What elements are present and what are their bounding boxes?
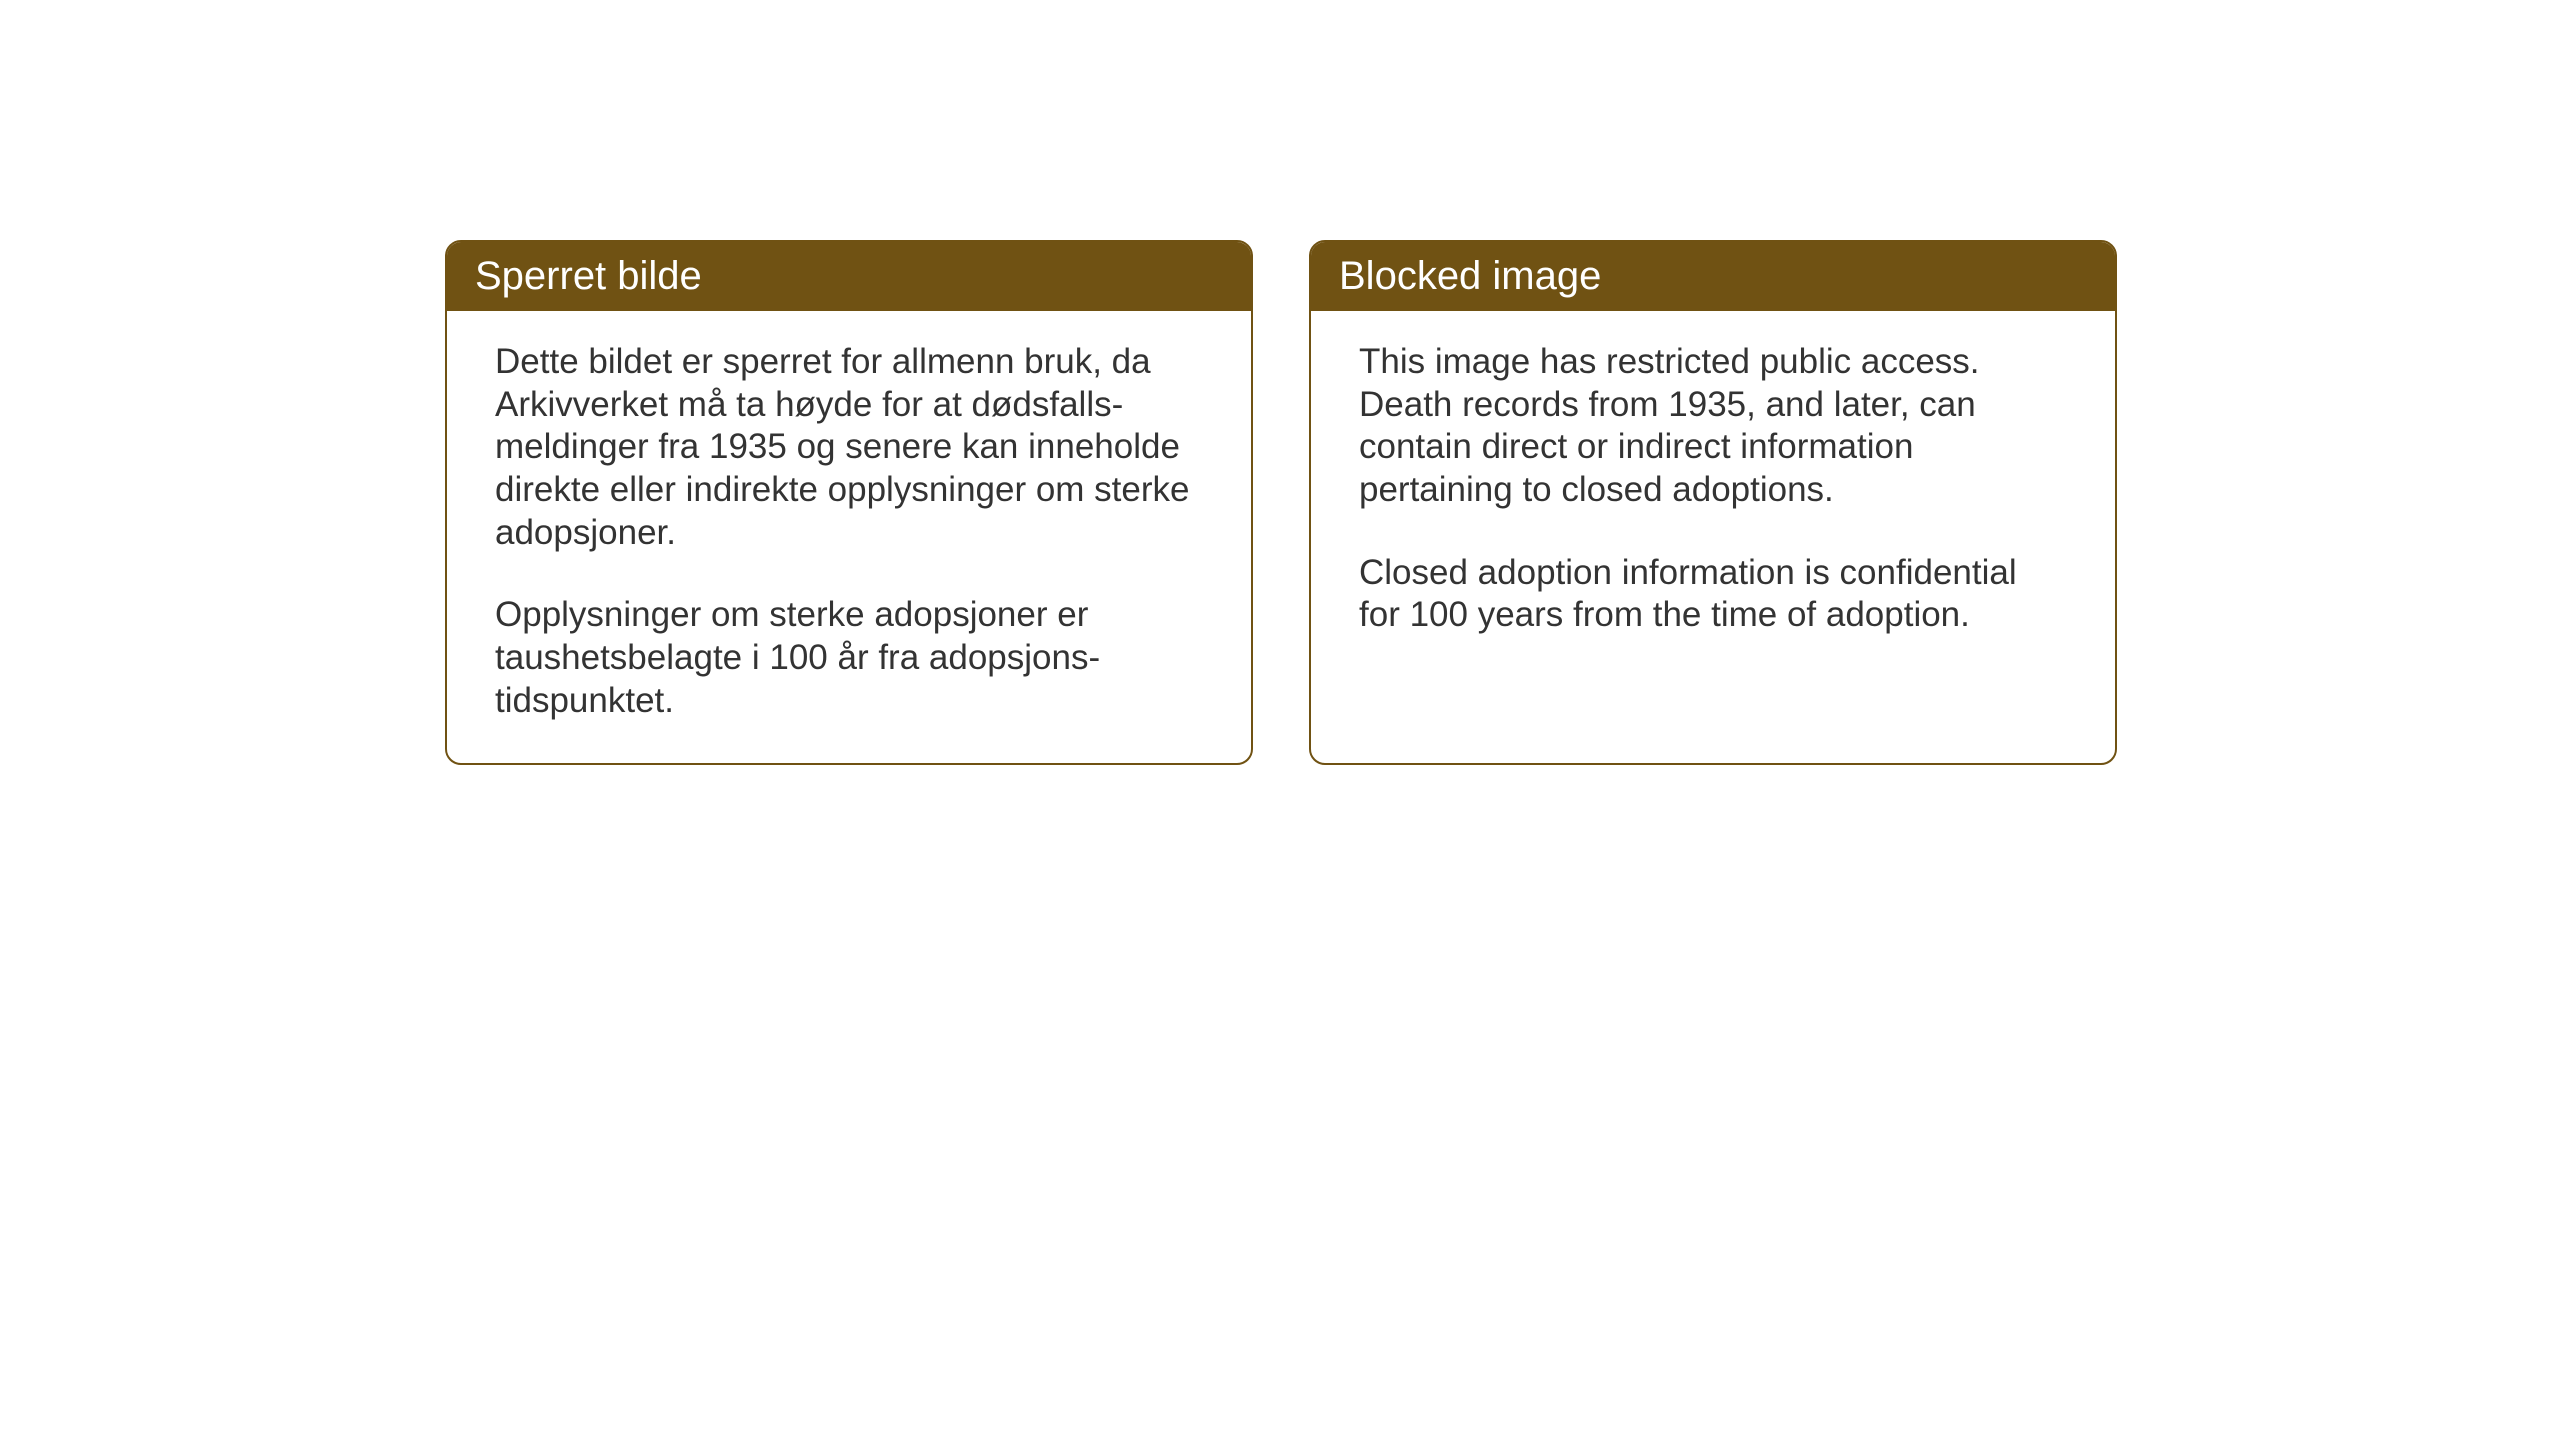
english-card-body: This image has restricted public access.…: [1311, 311, 2115, 677]
norwegian-card-title: Sperret bilde: [475, 254, 702, 298]
english-card-header: Blocked image: [1311, 242, 2115, 311]
english-card-title: Blocked image: [1339, 254, 1601, 298]
norwegian-card-header: Sperret bilde: [447, 242, 1251, 311]
norwegian-paragraph-2: Opplysninger om sterke adopsjoner er tau…: [495, 594, 1203, 722]
norwegian-paragraph-1: Dette bildet er sperret for allmenn bruk…: [495, 341, 1203, 554]
english-paragraph-2: Closed adoption information is confident…: [1359, 552, 2067, 637]
english-notice-card: Blocked image This image has restricted …: [1309, 240, 2117, 765]
notice-container: Sperret bilde Dette bildet er sperret fo…: [445, 240, 2117, 765]
norwegian-card-body: Dette bildet er sperret for allmenn bruk…: [447, 311, 1251, 763]
english-paragraph-1: This image has restricted public access.…: [1359, 341, 2067, 512]
norwegian-notice-card: Sperret bilde Dette bildet er sperret fo…: [445, 240, 1253, 765]
